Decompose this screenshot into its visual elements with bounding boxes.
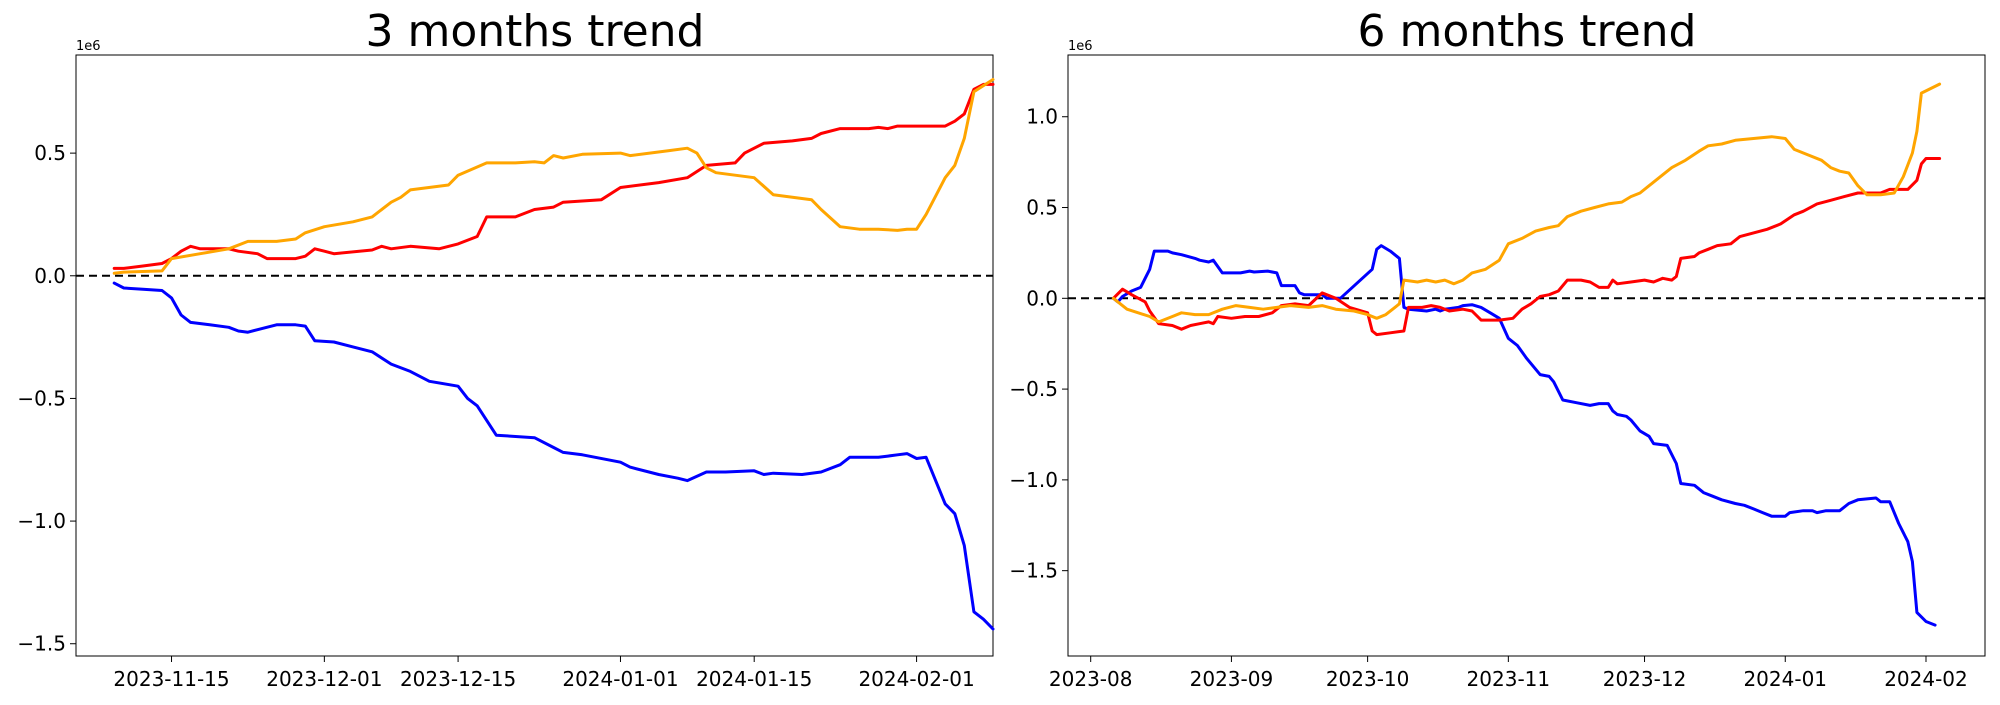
x-tick-label: 2023-12 — [1603, 667, 1687, 691]
y-tick-label: 0.5 — [1026, 196, 1058, 220]
y-tick-label: −1.0 — [1009, 468, 1058, 492]
series-line — [1111, 157, 1942, 337]
chart-title: 3 months trend — [366, 6, 705, 57]
x-tick-label: 2024-02-01 — [858, 667, 974, 691]
y-tick-label: 0.5 — [34, 141, 66, 165]
y-tick-label: −1.5 — [1009, 559, 1058, 583]
plot-area-frame — [75, 54, 994, 657]
x-tick-label: 2024-01-01 — [562, 667, 678, 691]
x-tick-label: 2024-01-15 — [696, 667, 812, 691]
x-tick-label: 2024-02 — [1884, 667, 1968, 691]
y-tick-label: −0.5 — [1009, 377, 1058, 401]
x-tick-label: 2023-10 — [1326, 667, 1410, 691]
series-line — [1111, 82, 1942, 324]
chart-title: 6 months trend — [1358, 6, 1697, 57]
y-tick-label: −1.5 — [17, 632, 66, 656]
y-tick-label: −0.5 — [17, 386, 66, 410]
y-tick-label: 0.0 — [34, 264, 66, 288]
x-tick-label: 2023-12-15 — [400, 667, 516, 691]
x-tick-label: 2023-12-01 — [266, 667, 382, 691]
y-tick-label: −1.0 — [17, 509, 66, 533]
y-offset-label: 1e6 — [1068, 39, 1093, 54]
series-line — [112, 281, 995, 631]
plot-area: 1.0 0.5 0.0 −0.5 −1.0 −1.5 2023-08 2023-09 2023-… — [1009, 82, 1985, 691]
chart-3-months: 3 months trend 1e6 0.5 0.0 −0.5 −1.0 −1.5 202… — [17, 6, 995, 691]
x-tick-label: 2023-11-15 — [113, 667, 229, 691]
plot-area-frame — [1067, 54, 1986, 657]
x-tick-label: 2023-08 — [1049, 667, 1133, 691]
series-line — [112, 82, 995, 270]
x-tick-label: 2023-09 — [1190, 667, 1274, 691]
x-tick-label: 2024-01 — [1743, 667, 1827, 691]
series-line — [1111, 244, 1937, 627]
x-tick-label: 2023-11 — [1467, 667, 1551, 691]
y-tick-label: 0.0 — [1026, 286, 1058, 310]
series-line — [112, 78, 995, 275]
y-tick-label: 1.0 — [1026, 105, 1058, 129]
chart-6-months: 6 months trend 1e6 1.0 0.5 0.0 −0.5 −1.0 −1.5… — [1009, 6, 1986, 691]
plot-area: 0.5 0.0 −0.5 −1.0 −1.5 2023-11-15 2023-12-01 20… — [17, 78, 995, 691]
y-offset-label: 1e6 — [76, 39, 101, 54]
